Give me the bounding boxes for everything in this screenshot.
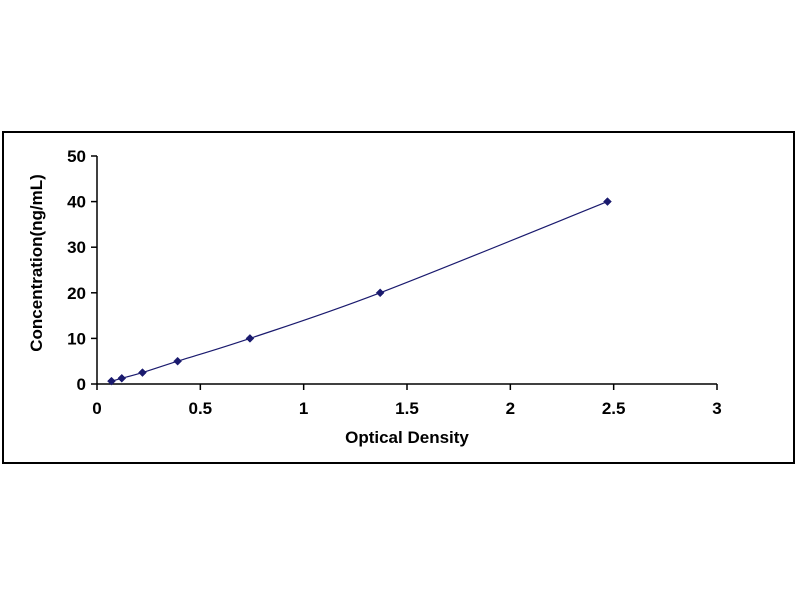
y-tick-label: 30 — [67, 238, 86, 257]
chart-frame — [2, 131, 795, 464]
data-point — [375, 288, 385, 298]
y-tick-label: 0 — [77, 375, 86, 394]
axes — [91, 155, 718, 390]
tick-labels: 0 10 20 30 40 50 0 0.5 1 1.5 2 2.5 3 — [67, 147, 722, 418]
data-point — [173, 356, 182, 366]
x-tick-label: 3 — [712, 399, 721, 418]
trend-curve — [111, 201, 608, 382]
x-axis-title: Optical Density — [345, 428, 469, 447]
y-tick-label: 20 — [67, 284, 86, 303]
data-point — [245, 334, 255, 343]
y-tick-label: 50 — [67, 147, 86, 166]
y-tick-label: 40 — [67, 193, 86, 212]
data-point — [603, 197, 612, 206]
y-axis-title: Concentration(ng/mL) — [27, 174, 46, 352]
x-tick-label: 2.5 — [602, 399, 626, 418]
x-tick-label: 1 — [299, 399, 308, 418]
x-tick-label: 0 — [92, 399, 101, 418]
data-point — [107, 376, 116, 386]
x-tick-label: 1.5 — [395, 399, 419, 418]
y-tick-label: 10 — [67, 329, 86, 348]
trend-line — [111, 201, 608, 382]
data-points — [107, 197, 612, 386]
x-tick-label: 0.5 — [189, 399, 213, 418]
x-tick-label: 2 — [506, 399, 515, 418]
data-point — [117, 373, 127, 383]
data-point — [138, 368, 147, 377]
